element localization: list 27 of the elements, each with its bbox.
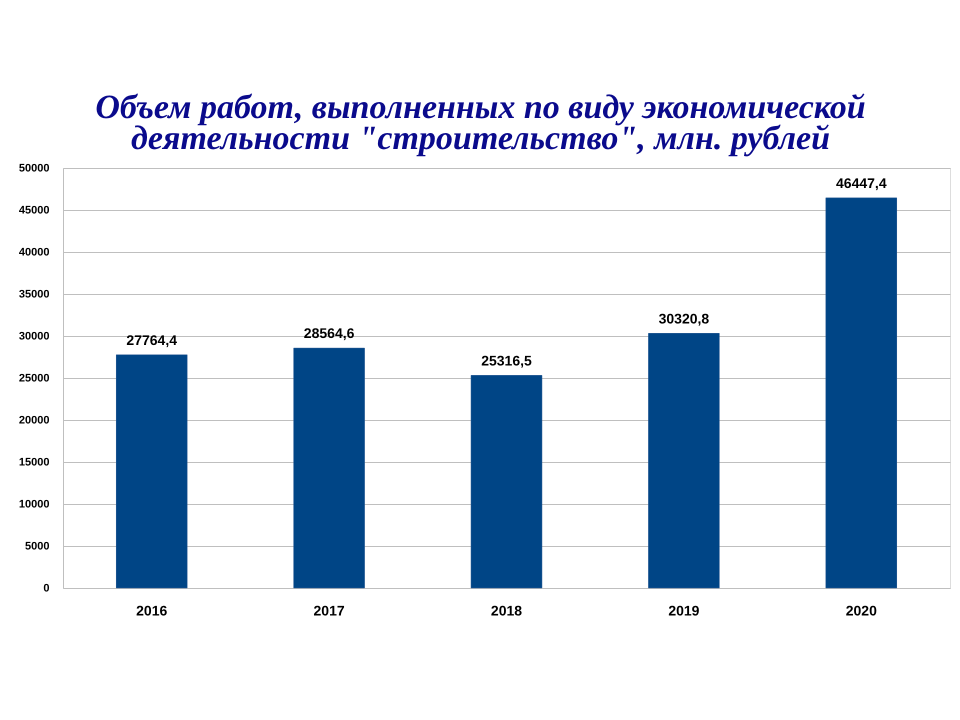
y-tick-label: 20000	[18, 414, 50, 426]
x-tick-label: 2019	[668, 602, 700, 618]
x-tick-label: 2020	[846, 602, 878, 618]
y-tick-label: 5000	[25, 540, 50, 552]
y-tick-label: 45000	[18, 204, 50, 216]
bar	[826, 198, 898, 588]
data-label: 27764,4	[126, 332, 178, 348]
y-tick-label: 40000	[18, 246, 50, 258]
x-tick-label: 2017	[314, 602, 345, 618]
y-tick-label: 0	[43, 582, 50, 594]
y-tick-label: 35000	[18, 288, 50, 300]
data-label: 30320,8	[658, 310, 710, 326]
y-tick-label: 15000	[18, 456, 50, 468]
y-tick-label: 30000	[18, 330, 50, 342]
y-tick-label: 10000	[18, 498, 50, 510]
bar	[648, 333, 720, 588]
y-tick-label: 50000	[18, 162, 50, 174]
data-label: 28564,6	[304, 325, 355, 342]
bar	[116, 354, 188, 588]
y-tick-label: 25000	[18, 372, 50, 384]
bar	[470, 375, 542, 588]
data-label: 46447,4	[836, 174, 887, 191]
bar	[293, 348, 365, 588]
x-tick-label: 2016	[136, 602, 168, 618]
data-label: 25316,5	[481, 352, 532, 368]
x-tick-label: 2018	[490, 602, 522, 618]
chart-title: Объем работ, выполненных по виду экономической деятельности "строительство", млн. рублей	[95, 89, 866, 157]
